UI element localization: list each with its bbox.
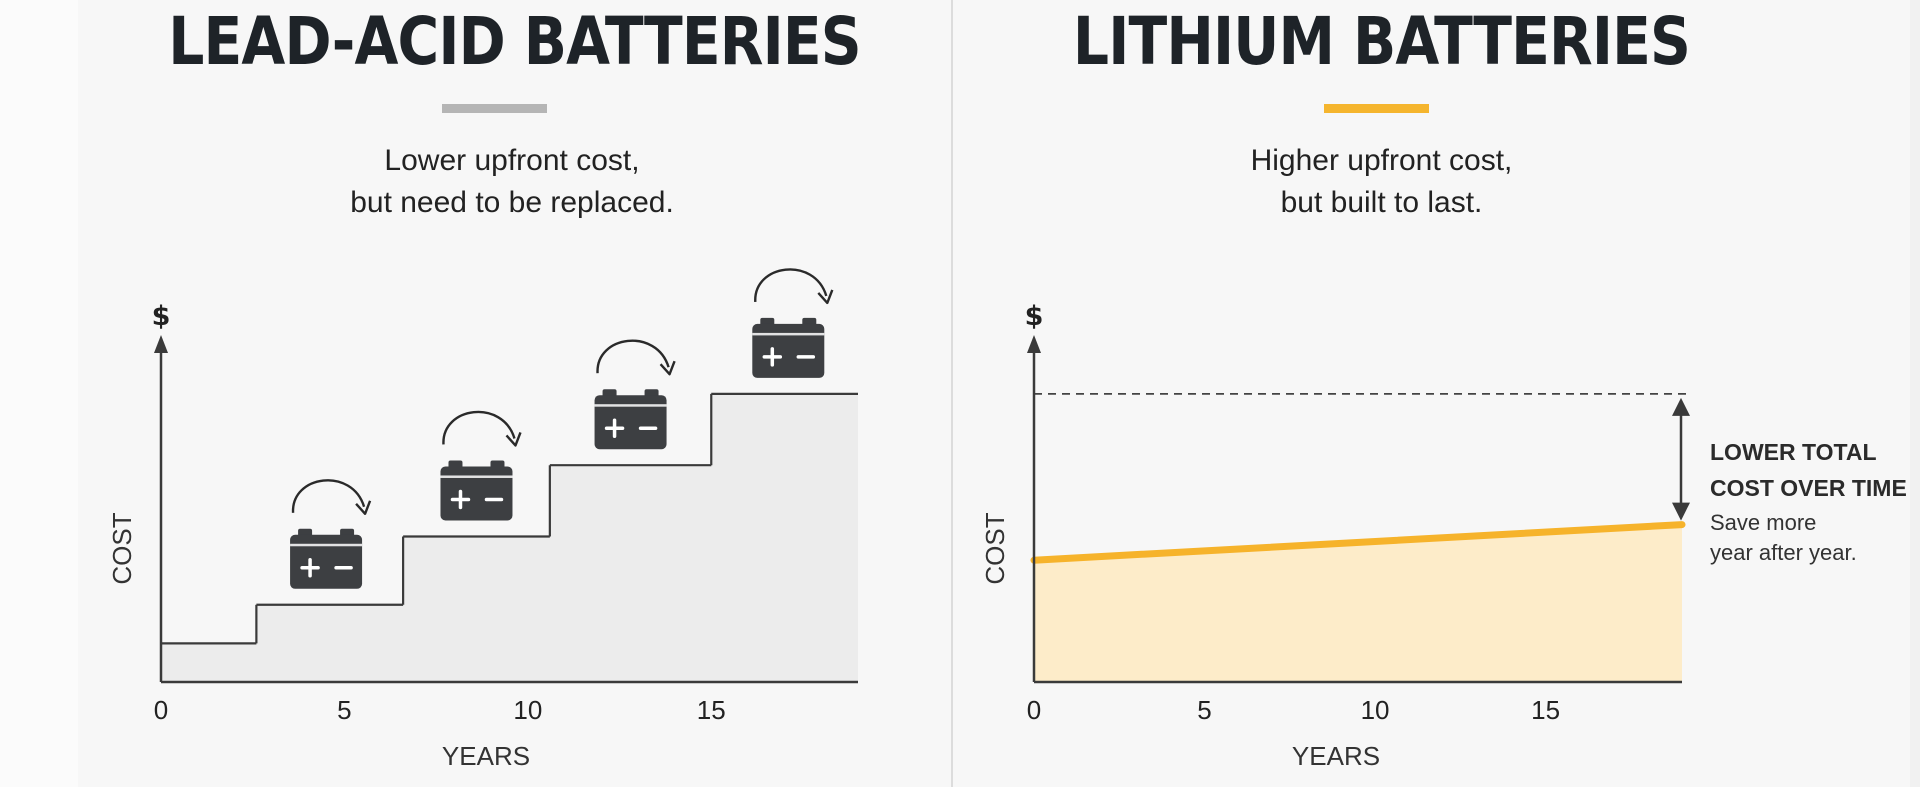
- replacement-arrow: [442, 410, 516, 445]
- replacement-arrowhead: [505, 432, 522, 447]
- battery-icon: [594, 389, 667, 450]
- lead-acid-title-rule: [442, 104, 547, 113]
- lithium-x-tick-label: 5: [1197, 695, 1211, 725]
- replacement-arrowhead: [817, 289, 834, 305]
- lithium-x-tick-label: 10: [1361, 695, 1390, 725]
- lead-acid-y-axis-symbol: $: [152, 301, 171, 332]
- savings-heading-line1: LOWER TOTAL: [1710, 439, 1877, 465]
- lithium-title-rule: [1324, 104, 1429, 113]
- lead-acid-chart: $0 5 10 15 YEARS COST: [107, 268, 858, 771]
- lithium-title: LITHIUM BATTERIES: [1072, 3, 1691, 80]
- battery-icon: [752, 317, 825, 378]
- lithium-cost-line: [1030, 521, 1686, 564]
- savings-gap-arrowhead-top: [1672, 397, 1690, 416]
- savings-text-line2: year after year.: [1710, 540, 1857, 565]
- lead-acid-x-tick-label: 10: [513, 695, 542, 725]
- lead-acid-x-tick-label: 0: [154, 695, 168, 725]
- savings-text-line1: Save more: [1710, 510, 1817, 535]
- lead-acid-y-axis-arrowhead: [154, 335, 168, 353]
- replacement-arrowhead: [355, 500, 372, 515]
- lithium-cost-area: [1034, 524, 1682, 682]
- lead-acid-panel: LEAD-ACID BATTERIES Lower upfront cost, …: [78, 0, 951, 787]
- lithium-y-axis-arrowhead: [1027, 335, 1041, 353]
- lithium-x-axis-label: YEARS: [1292, 741, 1380, 771]
- lithium-x-tick-label: 15: [1531, 695, 1560, 725]
- lithium-chart: $0 5 10 15 YEARS COST: [980, 301, 1691, 771]
- panel-divider: [951, 0, 953, 787]
- savings-heading-line2: COST OVER TIME: [1710, 475, 1907, 501]
- lead-acid-subtitle-line2: but need to be replaced.: [350, 186, 674, 219]
- replacement-arrowhead: [659, 360, 676, 376]
- left-margin: [0, 0, 78, 787]
- lead-acid-x-tick-label: 5: [337, 695, 351, 725]
- savings-annotation: LOWER TOTAL COST OVER TIME Save more yea…: [1710, 434, 1907, 568]
- right-margin: [1910, 0, 1920, 787]
- replacement-arrow: [754, 268, 828, 302]
- lead-acid-x-tick-label: 15: [697, 695, 726, 725]
- lead-acid-subtitle: Lower upfront cost, but need to be repla…: [73, 140, 951, 224]
- battery-icon: [440, 460, 513, 521]
- savings-gap-arrowhead-bottom: [1672, 502, 1690, 521]
- lithium-subtitle-line1: Higher upfront cost,: [1250, 144, 1513, 177]
- lithium-subtitle-line2: but built to last.: [1280, 186, 1483, 219]
- lead-acid-subtitle-line1: Lower upfront cost,: [384, 144, 640, 177]
- lead-acid-title: LEAD-ACID BATTERIES: [168, 3, 861, 80]
- lithium-subtitle: Higher upfront cost, but built to last.: [903, 140, 1860, 224]
- battery-icon: [290, 528, 363, 589]
- lead-acid-x-axis-label: YEARS: [442, 741, 530, 771]
- lithium-y-axis-label: COST: [980, 512, 1010, 584]
- lead-acid-y-axis-label: COST: [107, 512, 137, 584]
- replacement-arrow: [291, 479, 366, 513]
- replacement-arrow: [596, 339, 670, 374]
- lithium-panel: LITHIUM BATTERIES Higher upfront cost, b…: [953, 0, 1910, 787]
- lithium-y-axis-symbol: $: [1025, 301, 1044, 332]
- lithium-x-tick-label: 0: [1027, 695, 1041, 725]
